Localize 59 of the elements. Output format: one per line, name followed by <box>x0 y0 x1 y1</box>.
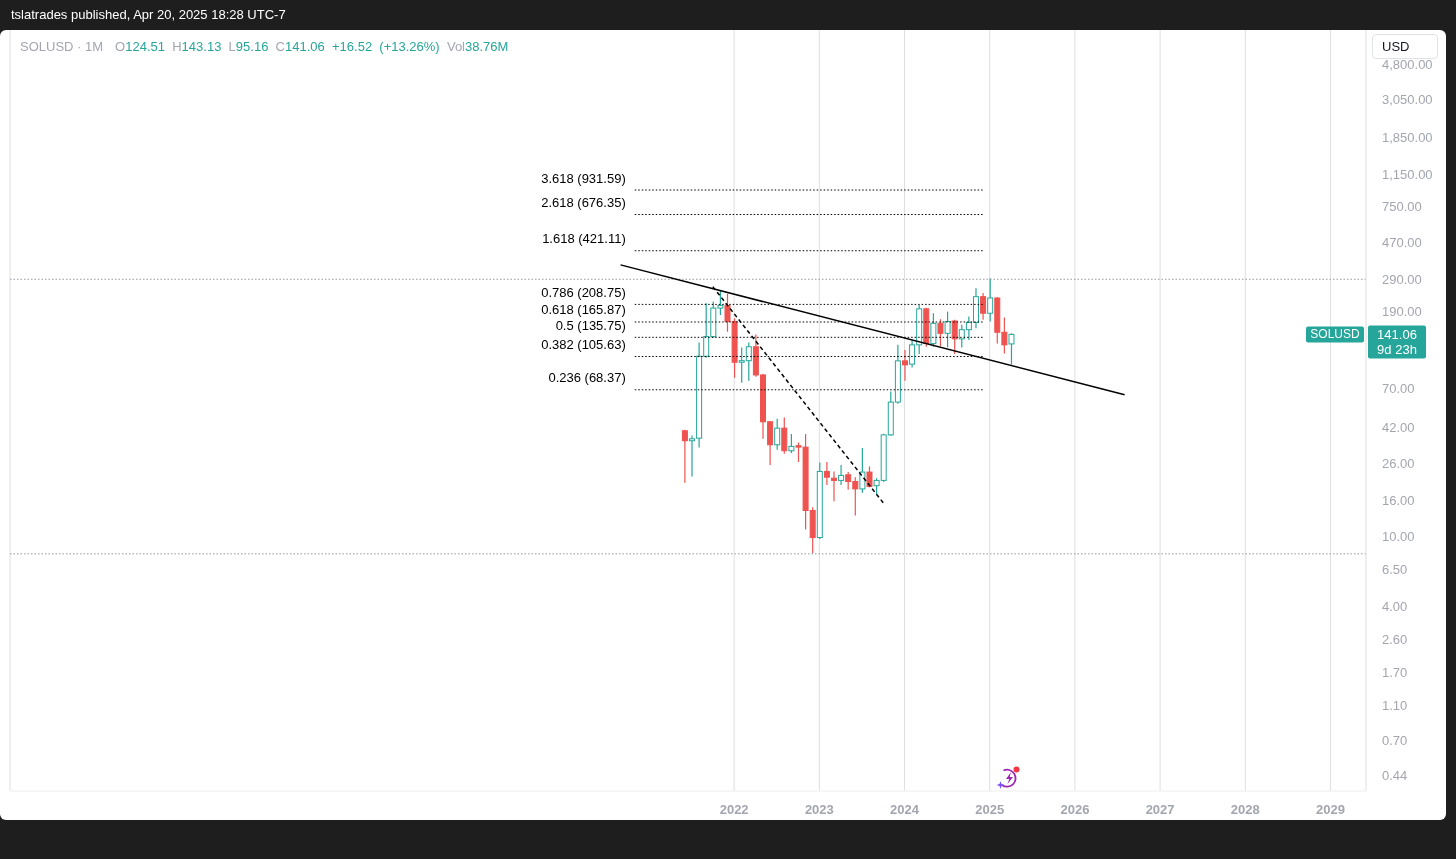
series-label: 0.618 (165.87) <box>541 302 626 318</box>
candlestick <box>724 293 731 333</box>
candlestick <box>838 464 845 486</box>
text: tslatrades published, Apr 20, 2025 18:28 UTC-7 <box>11 7 286 22</box>
series-label: 0.786 (208.75) <box>541 284 626 300</box>
text: 141.06 <box>1377 326 1417 342</box>
text: SOLUSD · 1M <box>20 39 104 54</box>
series-label: 0.5 (135.75) <box>555 317 626 333</box>
y-tick-label: 2.60 <box>1382 632 1408 648</box>
y-tick-label: 1,150.00 <box>1382 166 1433 182</box>
x-tick-label: 2022 <box>719 802 749 818</box>
text: USD <box>1382 39 1410 54</box>
annotation: SOLUSD <box>1310 327 1360 342</box>
y-tick-label: 26.00 <box>1382 456 1415 472</box>
candlestick <box>823 461 830 486</box>
y-tick-label: 1.10 <box>1382 698 1408 714</box>
y-tick-label: 3,050.00 <box>1382 91 1433 107</box>
candlestick <box>944 311 951 348</box>
candlestick <box>1008 332 1015 366</box>
y-tick-label: 190.00 <box>1382 304 1422 320</box>
y-tick-label: 1,850.00 <box>1382 130 1433 146</box>
y-tick-label: 42.00 <box>1382 419 1415 435</box>
y-tick-label: 70.00 <box>1382 380 1415 396</box>
candlestick <box>681 429 688 484</box>
x-tick-label: 2027 <box>1145 802 1175 818</box>
text: O124.51 H143.13 L95.16 C141.06 +16.52 (+13.26%) Vol38.76M <box>115 39 509 54</box>
y-tick-label: 1.70 <box>1382 664 1408 680</box>
x-tick-label: 2026 <box>1060 802 1090 818</box>
candlestick <box>781 416 788 455</box>
y-tick-label: 290.00 <box>1382 271 1422 287</box>
candlestick <box>987 277 994 323</box>
x-tick-label: 2029 <box>1316 802 1345 818</box>
candlestick <box>788 433 795 454</box>
candlestick <box>859 447 866 494</box>
series-label: 3.618 (931.59) <box>541 170 626 186</box>
x-tick-label: 2028 <box>1230 802 1260 818</box>
candlestick <box>980 292 987 321</box>
x-tick-label: 2025 <box>975 802 1005 818</box>
series-label: 0.236 (68.37) <box>548 370 626 386</box>
x-tick-label: 2023 <box>804 802 834 818</box>
series-label: 0.382 (105.63) <box>541 337 626 352</box>
y-tick-label: 0.70 <box>1382 732 1408 748</box>
y-tick-label: 10.00 <box>1382 529 1415 545</box>
candlestick <box>901 349 908 382</box>
candlestick <box>937 318 944 347</box>
series-label: 2.618 (676.35) <box>541 195 626 210</box>
y-tick-label: 470.00 <box>1382 234 1422 250</box>
y-tick-label: 750.00 <box>1382 199 1422 215</box>
y-tick-label: 0.44 <box>1382 768 1408 784</box>
text: 9d 23h <box>1377 341 1417 357</box>
candlestick <box>930 312 937 348</box>
y-tick-label: 4.00 <box>1382 599 1408 615</box>
x-tick-label: 2024 <box>890 802 920 818</box>
candlestick <box>830 470 837 502</box>
y-tick-label: 16.00 <box>1382 493 1415 509</box>
series-label: 1.618 (421.11) <box>542 231 626 247</box>
candlestick <box>774 418 781 451</box>
y-tick-label: 4,800.00 <box>1382 57 1433 73</box>
y-tick-label: 6.50 <box>1382 562 1408 578</box>
